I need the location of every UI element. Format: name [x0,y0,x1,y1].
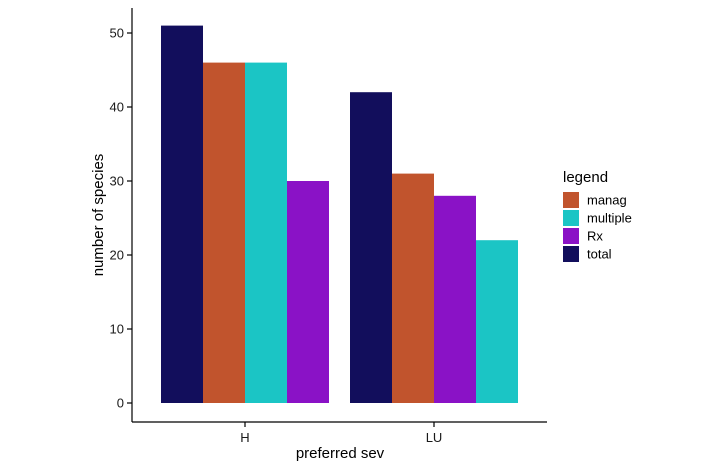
bar-H-Rx [287,181,329,403]
legend-swatch-Rx [563,228,579,244]
x-axis-title: preferred sev [296,445,385,462]
bar-LU-Rx [434,195,476,403]
bar-H-multiple [245,62,287,403]
legend-label-manag: manag [587,193,627,208]
y-tick-label: 30 [110,174,124,189]
y-tick-label: 0 [117,396,124,411]
bar-H-total [161,25,203,403]
x-tick-label: H [240,430,249,445]
x-tick-label: LU [426,430,443,445]
bar-H-manag [203,62,245,403]
y-tick-label: 50 [110,26,124,41]
y-tick-label: 20 [110,248,124,263]
legend: legend manag multiple Rx total [563,169,632,262]
legend-label-Rx: Rx [587,229,603,244]
bars-layer [161,25,518,403]
legend-swatch-total [563,246,579,262]
x-ticks: H LU [240,422,442,445]
legend-swatch-manag [563,192,579,208]
axes-layer [131,8,547,423]
y-ticks: 0 10 20 30 40 50 [110,26,132,411]
legend-label-total: total [587,247,612,262]
y-tick-label: 10 [110,322,124,337]
legend-title: legend [563,169,608,186]
legend-swatch-multiple [563,210,579,226]
y-tick-label: 40 [110,100,124,115]
bar-LU-manag [392,173,434,403]
y-axis-title: number of species [90,154,107,277]
legend-label-multiple: multiple [587,211,632,226]
bar-LU-total [350,92,392,403]
bar-LU-multiple [476,240,518,403]
